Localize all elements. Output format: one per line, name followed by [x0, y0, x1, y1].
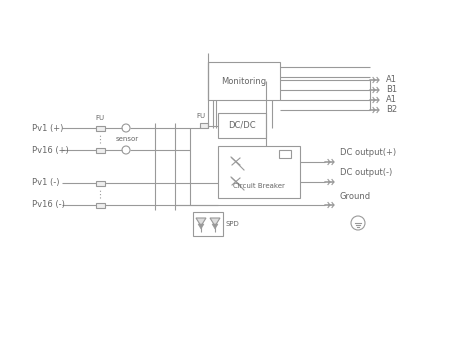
Bar	[218, 146, 300, 198]
Text: Monitoring: Monitoring	[221, 76, 266, 86]
Text: Ground: Ground	[340, 192, 371, 201]
Text: DC output(-): DC output(-)	[340, 168, 392, 177]
Text: A1: A1	[386, 75, 397, 84]
Polygon shape	[198, 224, 204, 229]
Text: Circuit Breaker: Circuit Breaker	[233, 183, 285, 189]
Bar	[95, 180, 104, 186]
Text: B2: B2	[386, 105, 397, 115]
Text: A1: A1	[386, 96, 397, 104]
Bar	[208, 62, 280, 100]
Bar	[200, 123, 208, 128]
Text: DC output(+): DC output(+)	[340, 148, 396, 157]
Polygon shape	[196, 218, 206, 226]
Text: FU: FU	[197, 113, 206, 119]
Bar	[95, 202, 104, 208]
Text: DC/DC: DC/DC	[228, 121, 256, 130]
Text: Pv1 (-): Pv1 (-)	[32, 178, 59, 188]
Polygon shape	[212, 224, 218, 229]
Polygon shape	[210, 218, 220, 226]
Bar	[279, 150, 291, 158]
Bar	[95, 147, 104, 152]
Text: Pv16 (-): Pv16 (-)	[32, 200, 65, 210]
Text: SPD: SPD	[226, 221, 240, 227]
Text: sensor: sensor	[116, 136, 139, 142]
Bar	[218, 113, 266, 138]
Text: Pv1 (+): Pv1 (+)	[32, 123, 63, 132]
Text: FU: FU	[95, 115, 104, 121]
Bar	[95, 125, 104, 130]
Text: Pv16 (+): Pv16 (+)	[32, 145, 69, 154]
Bar	[193, 212, 223, 236]
Text: B1: B1	[386, 86, 397, 95]
